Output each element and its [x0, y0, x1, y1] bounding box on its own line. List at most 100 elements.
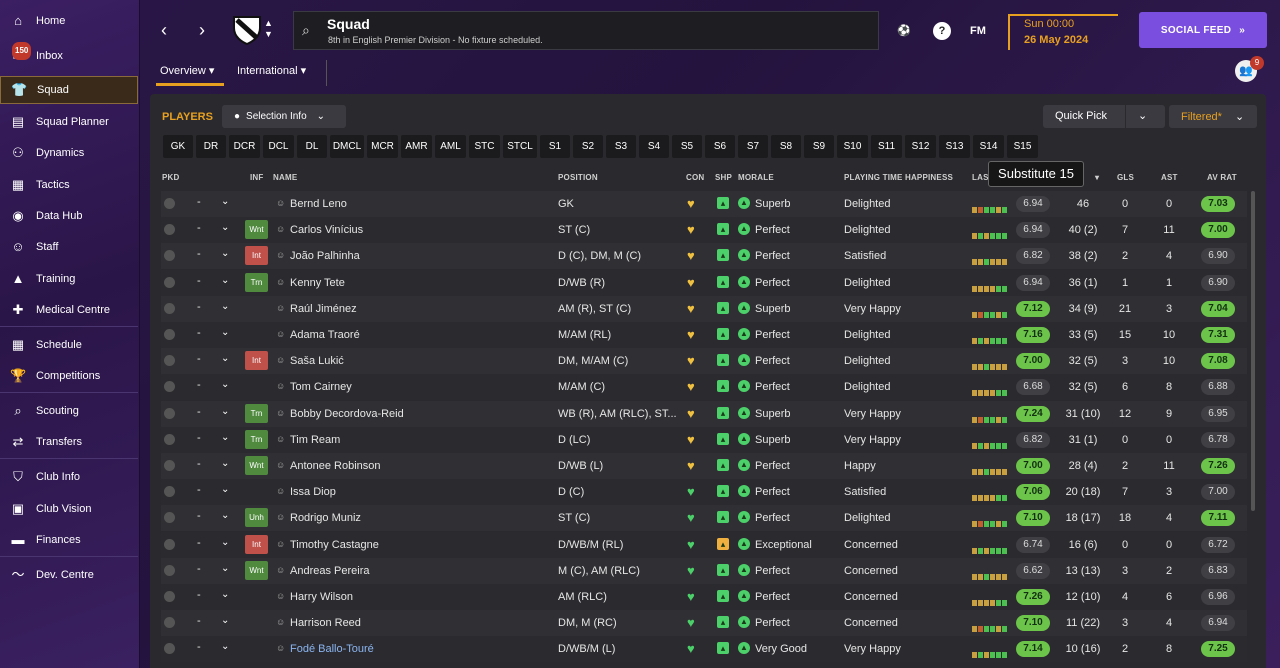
- player-name[interactable]: Harry Wilson: [290, 591, 353, 603]
- picked-indicator[interactable]: [164, 591, 175, 602]
- sidebar-item-scouting[interactable]: ⌕ Scouting: [0, 397, 138, 425]
- player-name[interactable]: Raúl Jiménez: [290, 302, 357, 315]
- sidebar-item-club-vision[interactable]: ▣ Club Vision: [0, 495, 138, 523]
- player-name[interactable]: Tim Ream: [290, 433, 341, 446]
- chevron-down-icon[interactable]: ⌄: [221, 222, 230, 234]
- sidebar-item-club-info[interactable]: ⛉ Club Info: [0, 463, 138, 491]
- player-name[interactable]: Issa Diop: [290, 486, 336, 499]
- header-con[interactable]: CON: [686, 173, 705, 182]
- fm-menu-button[interactable]: FM: [970, 25, 986, 37]
- sidebar-item-medical-centre[interactable]: ✚ Medical Centre: [0, 296, 138, 324]
- player-name[interactable]: João Palhinha: [290, 250, 360, 263]
- position-chip-gk[interactable]: GK: [163, 135, 193, 158]
- info-badge[interactable]: Int: [245, 351, 268, 371]
- position-chip-s5[interactable]: S5: [672, 135, 702, 158]
- position-chip-s14[interactable]: S14: [973, 135, 1004, 158]
- sidebar-item-competitions[interactable]: 🏆 Competitions: [0, 362, 138, 390]
- table-row[interactable]: - ⌄ ☺ Bernd Leno GK ♥ ▴ ▲ Superb Delighted 6.94 46 0…: [161, 191, 1247, 217]
- position-chip-s3[interactable]: S3: [606, 135, 636, 158]
- player-name[interactable]: Timothy Castagne: [290, 538, 379, 551]
- picked-indicator[interactable]: [164, 460, 175, 471]
- table-row[interactable]: - ⌄ ☺ Harrison Reed DM, M (RC) ♥ ▴ ▲ Perfect Conc…: [161, 610, 1247, 637]
- position-chip-s13[interactable]: S13: [939, 135, 970, 158]
- position-chip-stcl[interactable]: STCL: [503, 135, 537, 158]
- selection-info-button[interactable]: ● Selection Info ⌄: [222, 105, 346, 128]
- table-row[interactable]: - ⌄ ☺ Issa Diop D (C) ♥ ▴ ▲ Perfect Satisfied 7.06…: [161, 479, 1247, 506]
- header-position[interactable]: POSITION: [558, 173, 598, 182]
- table-row[interactable]: - ⌄ Int ☺ Saša Lukić DM, M/AM (C) ♥ ▴ ▲ Perfect De…: [161, 348, 1247, 375]
- table-row[interactable]: - ⌄ Trn ☺ Bobby Decordova-Reid WB (R), AM (RL…: [161, 400, 1247, 427]
- header-inf[interactable]: INF: [250, 173, 264, 182]
- position-chip-s6[interactable]: S6: [705, 135, 735, 158]
- player-name[interactable]: Adama Traoré: [290, 329, 360, 341]
- chevron-down-icon[interactable]: ⌄: [221, 353, 230, 365]
- table-row[interactable]: - ⌄ ☺ Adama Traoré M/AM (RL) ♥ ▴ ▲ Perfect Deligh…: [161, 322, 1247, 348]
- player-name[interactable]: Saša Lukić: [290, 355, 344, 368]
- table-row[interactable]: - ⌄ Int ☺ Timothy Castagne D/WB/M (RL) ♥ ▴ ▲ Exce…: [161, 531, 1247, 558]
- picked-indicator[interactable]: [164, 250, 175, 262]
- picked-indicator[interactable]: [164, 564, 175, 576]
- header-average-rating[interactable]: AV RAT: [1207, 173, 1237, 182]
- sidebar-item-data-hub[interactable]: ◉ Data Hub: [0, 202, 138, 230]
- info-badge[interactable]: Trn: [245, 272, 268, 292]
- title-box[interactable]: ⌕ Squad 8th in English Premier Division …: [293, 11, 879, 50]
- info-badge[interactable]: Int: [245, 534, 268, 554]
- player-name[interactable]: Bobby Decordova-Reid: [290, 407, 404, 420]
- info-badge[interactable]: Trn: [245, 429, 268, 449]
- position-chip-dmcl[interactable]: DMCL: [330, 135, 364, 158]
- info-badge[interactable]: Wnt: [245, 220, 268, 240]
- table-row[interactable]: - ⌄ ☺ Raúl Jiménez AM (R), ST (C) ♥ ▴ ▲ Superb Ve…: [161, 295, 1247, 322]
- player-name[interactable]: Harrison Reed: [290, 617, 361, 630]
- player-name[interactable]: Tom Cairney: [290, 381, 352, 394]
- player-name[interactable]: Andreas Pereira: [290, 564, 370, 577]
- header-last-ratings[interactable]: LAS: [972, 173, 989, 182]
- sidebar-item-squad[interactable]: 👕 Squad: [0, 76, 138, 104]
- picked-indicator[interactable]: [164, 276, 175, 288]
- search-icon[interactable]: ⌕: [302, 22, 310, 38]
- sidebar-item-dynamics[interactable]: ⚇ Dynamics: [0, 139, 138, 167]
- sidebar-item-transfers[interactable]: ⇄ Transfers: [0, 428, 138, 456]
- date-time[interactable]: Sun 00:00 26 May 2024: [1008, 14, 1118, 50]
- position-chip-s9[interactable]: S9: [804, 135, 834, 158]
- position-chip-stc[interactable]: STC: [469, 135, 500, 158]
- picked-indicator[interactable]: [164, 617, 175, 629]
- back-arrow-icon[interactable]: ‹: [161, 20, 167, 40]
- sidebar-item-finances[interactable]: ▬ Finances: [0, 526, 138, 554]
- chevron-down-icon[interactable]: ⌄: [221, 510, 230, 522]
- table-row[interactable]: - ⌄ ☺ Tom Cairney M/AM (C) ♥ ▴ ▲ Perfect Delighte…: [161, 374, 1247, 401]
- chevron-down-icon[interactable]: ⌄: [1138, 110, 1148, 122]
- info-badge[interactable]: Unh: [245, 508, 268, 528]
- picked-indicator[interactable]: [164, 224, 175, 236]
- header-shp[interactable]: SHP: [715, 173, 733, 182]
- sidebar-item-inbox[interactable]: ✉150 Inbox: [0, 42, 138, 70]
- club-crest-icon[interactable]: [230, 14, 264, 46]
- picked-indicator[interactable]: [164, 407, 175, 419]
- header-assists[interactable]: AST: [1161, 173, 1178, 182]
- picked-indicator[interactable]: [164, 381, 175, 393]
- position-chip-s1[interactable]: S1: [540, 135, 570, 158]
- sidebar-item-training[interactable]: ▲ Training: [0, 265, 138, 293]
- filter-button[interactable]: Filtered* ⌄: [1169, 105, 1257, 128]
- info-badge[interactable]: Wnt: [245, 560, 268, 580]
- chevron-down-icon[interactable]: ⌄: [221, 405, 230, 417]
- football-icon[interactable]: ⚽: [897, 25, 911, 37]
- chevron-down-icon[interactable]: ⌄: [221, 327, 230, 338]
- chevron-down-icon[interactable]: ⌄: [221, 431, 230, 443]
- position-chip-s12[interactable]: S12: [905, 135, 936, 158]
- chevron-down-icon[interactable]: ⌄: [221, 562, 230, 574]
- sidebar-item-schedule[interactable]: ▦ Schedule: [0, 331, 138, 359]
- sidebar-item-staff[interactable]: ☺ Staff: [0, 233, 138, 261]
- quick-pick-button[interactable]: Quick Pick ⌄: [1043, 105, 1165, 128]
- help-icon[interactable]: ?: [933, 22, 951, 40]
- tab-overview[interactable]: Overview ▾: [160, 65, 215, 77]
- sidebar-item-tactics[interactable]: ▦ Tactics: [0, 171, 138, 199]
- chevron-down-icon[interactable]: ⌄: [221, 536, 230, 548]
- table-row[interactable]: - ⌄ Unh ☺ Rodrigo Muniz ST (C) ♥ ▴ ▲ Perfect Delig…: [161, 505, 1247, 532]
- position-chip-s4[interactable]: S4: [639, 135, 669, 158]
- header-goals[interactable]: GLS: [1117, 173, 1135, 182]
- player-name[interactable]: Rodrigo Muniz: [290, 512, 361, 525]
- player-name[interactable]: Fodé Ballo-Touré: [290, 643, 374, 656]
- player-name[interactable]: Kenny Tete: [290, 276, 345, 289]
- sidebar-item-squad-planner[interactable]: ▤ Squad Planner: [0, 108, 138, 136]
- picked-indicator[interactable]: [164, 302, 175, 314]
